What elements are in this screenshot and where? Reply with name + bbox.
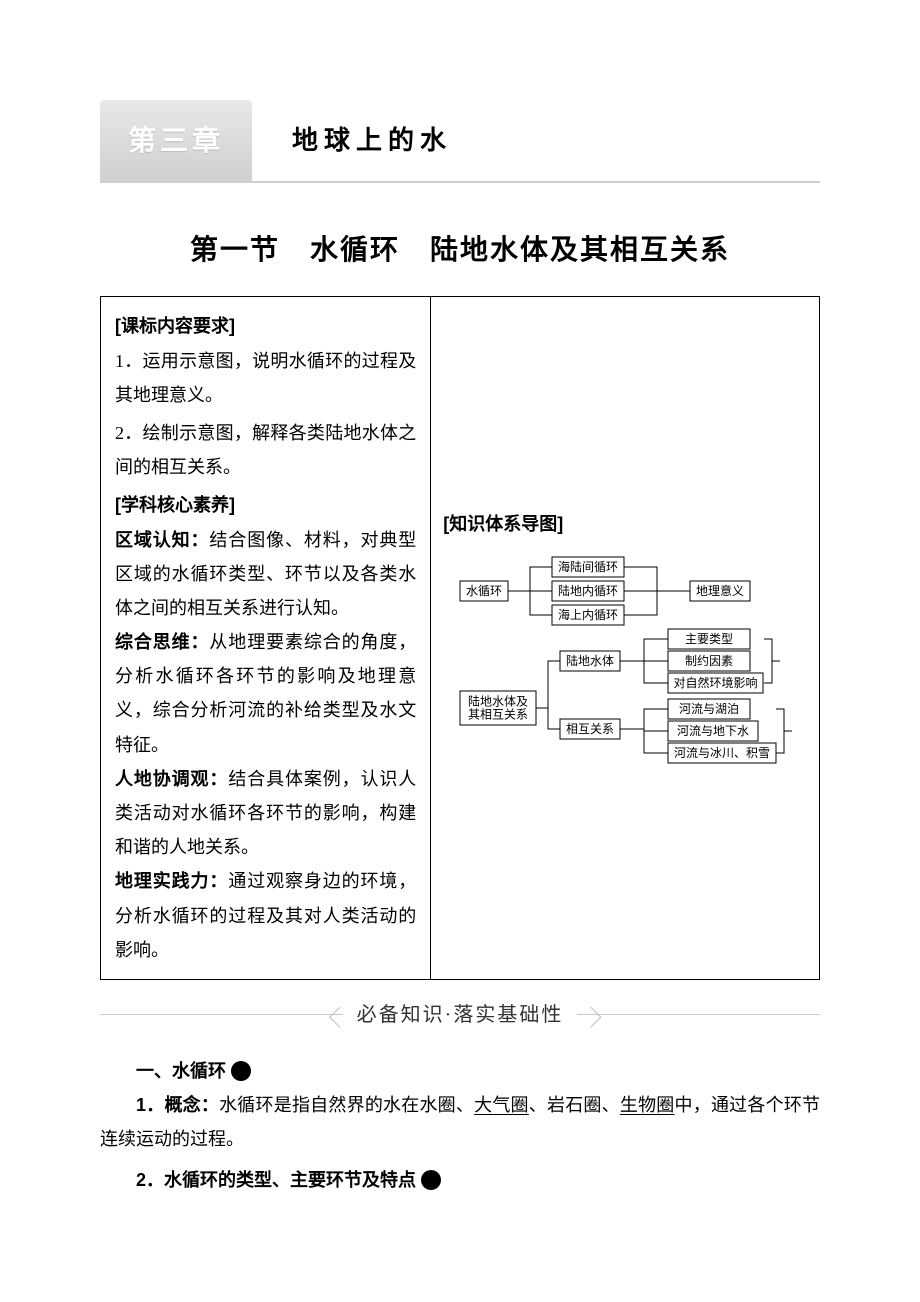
objectives-left: [课标内容要求] 1．运用示意图，说明水循环的过程及其地理意义。 2．绘制示意图… — [101, 297, 431, 979]
divider-line-right — [577, 1014, 820, 1015]
svg-text:河流与湖泊: 河流与湖泊 — [679, 701, 739, 716]
competency-practice-label: 地理实践力： — [115, 871, 228, 891]
svg-text:陆地水体及: 陆地水体及 — [468, 694, 528, 709]
competency-harmony-label: 人地协调观： — [115, 769, 228, 789]
svg-text:水循环: 水循环 — [466, 584, 502, 598]
svg-text:其相互关系: 其相互关系 — [468, 708, 528, 722]
competency-thinking: 综合思维：从地理要素综合的角度，分析水循环各环节的影响及地理意义，综合分析河流的… — [115, 625, 416, 762]
svg-text:陆地水体: 陆地水体 — [566, 653, 614, 668]
svg-text:相互关系: 相互关系 — [566, 722, 614, 736]
concept-paragraph: 1．概念：水循环是指自然界的水在水圈、大气圈、岩石圈、生物圈中，通过各个环节连续… — [100, 1088, 820, 1156]
divider-line-left — [100, 1014, 343, 1015]
svg-text:制约因素: 制约因素 — [685, 653, 733, 668]
svg-text:河流与冰川、积雪: 河流与冰川、积雪 — [674, 746, 770, 760]
concept-text-a: 水循环是指自然界的水在水圈、 — [219, 1095, 474, 1115]
topic-1-heading-text: 一、水循环 — [136, 1061, 231, 1081]
svg-text:对自然环境影响: 对自然环境影响 — [674, 675, 758, 690]
competency-harmony: 人地协调观：结合具体案例，认识人类活动对水循环各环节的影响，构建和谐的人地关系。 — [115, 762, 416, 865]
svg-text:海陆间循环: 海陆间循环 — [558, 559, 618, 574]
requirement-1: 1．运用示意图，说明水循环的过程及其地理意义。 — [115, 344, 416, 412]
divider-text: 必备知识·落实基础性 — [343, 996, 578, 1034]
curriculum-heading: [课标内容要求] — [115, 309, 416, 343]
chapter-title: 地球上的水 — [292, 116, 452, 165]
underline-biosphere: 生物圈 — [620, 1095, 675, 1115]
concept-label: 1．概念： — [136, 1095, 219, 1115]
topic-1-heading: 一、水循环 1 — [100, 1054, 820, 1088]
diagram-heading: [知识体系导图] — [443, 507, 563, 541]
topic-2-heading: 2．水循环的类型、主要环节及特点 2 — [100, 1163, 820, 1197]
requirement-2: 2．绘制示意图，解释各类陆地水体之间的相互关系。 — [115, 416, 416, 484]
competency-regional-label: 区域认知： — [115, 530, 209, 550]
knowledge-flowchart: 水循环 海陆间循环陆地内循环海上内循环 地理意义陆地水体及其相互关系 陆地水体相互关系… — [450, 549, 800, 769]
competency-regional: 区域认知：结合图像、材料，对典型区域的水循环类型、环节以及各类水体之间的相互关系… — [115, 523, 416, 626]
svg-text:主要类型: 主要类型 — [685, 632, 733, 646]
diagram-column: [知识体系导图] 水循环 海陆间循环陆地内循环海上内循环 地理意义陆地水体及其相互关… — [431, 297, 819, 979]
section-divider: 必备知识·落实基础性 — [100, 996, 820, 1034]
svg-text:地理意义: 地理意义 — [696, 583, 744, 598]
objectives-box: [课标内容要求] 1．运用示意图，说明水循环的过程及其地理意义。 2．绘制示意图… — [100, 296, 820, 980]
svg-text:海上内循环: 海上内循环 — [558, 607, 618, 622]
chapter-badge: 第三章 — [100, 100, 252, 181]
footnote-2-icon: 2 — [421, 1170, 441, 1190]
svg-text:陆地内循环: 陆地内循环 — [558, 583, 618, 598]
svg-text:河流与地下水: 河流与地下水 — [677, 724, 749, 738]
chapter-header: 第三章 地球上的水 — [100, 100, 820, 183]
footnote-1-icon: 1 — [231, 1061, 251, 1081]
competency-practice: 地理实践力：通过观察身边的环境，分析水循环的过程及其对人类活动的影响。 — [115, 864, 416, 967]
concept-text-b: 、岩石圈、 — [529, 1095, 620, 1115]
underline-atmosphere: 大气圈 — [474, 1095, 529, 1115]
competencies-heading: [学科核心素养] — [115, 488, 416, 522]
topic-2-heading-text: 2．水循环的类型、主要环节及特点 — [136, 1170, 421, 1190]
section-title: 第一节 水循环 陆地水体及其相互关系 — [100, 223, 820, 276]
competency-thinking-label: 综合思维： — [115, 632, 209, 652]
